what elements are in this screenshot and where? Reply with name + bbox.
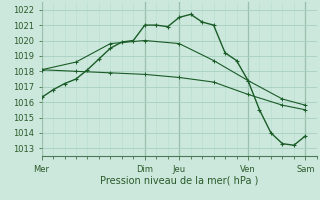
X-axis label: Pression niveau de la mer( hPa ): Pression niveau de la mer( hPa )	[100, 175, 258, 185]
